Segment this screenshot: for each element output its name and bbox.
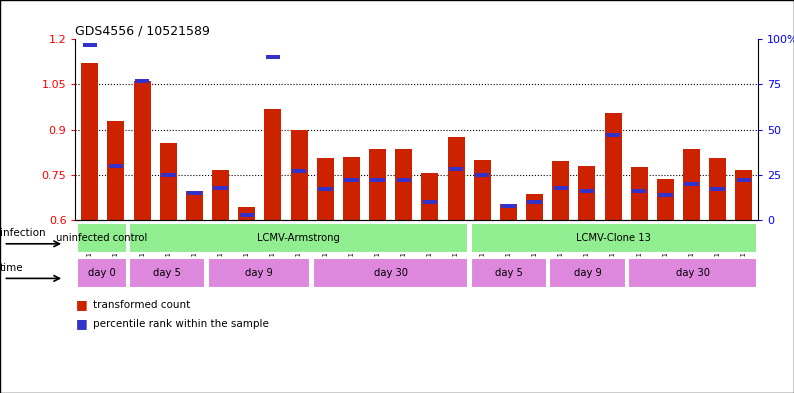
Bar (81, 63, 98, 220)
Bar (292, 169, 306, 173)
Text: infection: infection (0, 228, 45, 238)
Bar (343, 157, 360, 220)
Text: ■: ■ (75, 317, 87, 331)
Bar (187, 191, 202, 195)
Text: LCMV-Armstrong: LCMV-Armstrong (257, 233, 340, 243)
Bar (129, 257, 206, 288)
Bar (107, 121, 125, 220)
Bar (471, 257, 547, 288)
Text: time: time (0, 263, 24, 272)
Text: day 9: day 9 (245, 268, 273, 277)
Text: day 30: day 30 (676, 268, 710, 277)
Bar (474, 160, 491, 220)
Bar (345, 178, 359, 182)
Bar (129, 223, 468, 253)
Bar (449, 167, 464, 171)
Bar (422, 173, 438, 220)
Bar (448, 137, 464, 220)
Bar (238, 207, 256, 220)
Bar (580, 189, 594, 193)
Bar (291, 130, 307, 220)
Bar (501, 204, 515, 208)
Bar (77, 223, 127, 253)
Bar (161, 173, 175, 177)
Bar (369, 149, 386, 220)
Bar (527, 200, 542, 204)
Bar (370, 178, 385, 182)
Bar (628, 257, 757, 288)
Bar (266, 55, 280, 59)
Bar (604, 113, 622, 220)
Text: ■: ■ (75, 298, 87, 312)
Bar (553, 161, 569, 220)
Bar (606, 133, 620, 137)
Text: LCMV-Clone 13: LCMV-Clone 13 (576, 233, 651, 243)
Text: day 0: day 0 (88, 268, 116, 277)
Bar (684, 182, 699, 186)
Text: day 30: day 30 (374, 268, 407, 277)
Bar (160, 143, 177, 220)
Text: transformed count: transformed count (93, 300, 190, 310)
Bar (683, 149, 700, 220)
Bar (212, 171, 229, 220)
Bar (77, 257, 127, 288)
Bar (313, 257, 468, 288)
Bar (471, 223, 757, 253)
Text: day 9: day 9 (573, 268, 602, 277)
Text: day 5: day 5 (153, 268, 181, 277)
Bar (396, 178, 411, 182)
Bar (317, 158, 333, 220)
Text: day 5: day 5 (495, 268, 522, 277)
Bar (395, 149, 412, 220)
Bar (657, 179, 674, 220)
Bar (549, 257, 626, 288)
Bar (553, 185, 568, 189)
Bar (133, 81, 151, 220)
Bar (578, 166, 596, 220)
Bar (632, 189, 646, 193)
Bar (658, 193, 673, 197)
Bar (264, 108, 281, 220)
Bar (109, 164, 123, 168)
Bar (526, 195, 543, 220)
Bar (208, 257, 310, 288)
Text: GDS4556 / 10521589: GDS4556 / 10521589 (75, 24, 210, 37)
Bar (711, 187, 725, 191)
Text: uninfected control: uninfected control (56, 233, 148, 243)
Bar (135, 79, 149, 83)
Bar (214, 185, 228, 189)
Bar (83, 43, 97, 47)
Bar (240, 213, 254, 217)
Text: percentile rank within the sample: percentile rank within the sample (93, 319, 269, 329)
Bar (186, 191, 203, 220)
Bar (737, 178, 751, 182)
Bar (709, 158, 727, 220)
Bar (318, 187, 333, 191)
Bar (422, 200, 437, 204)
Bar (500, 204, 517, 220)
Bar (735, 171, 753, 220)
Bar (475, 173, 489, 177)
Bar (630, 167, 648, 220)
